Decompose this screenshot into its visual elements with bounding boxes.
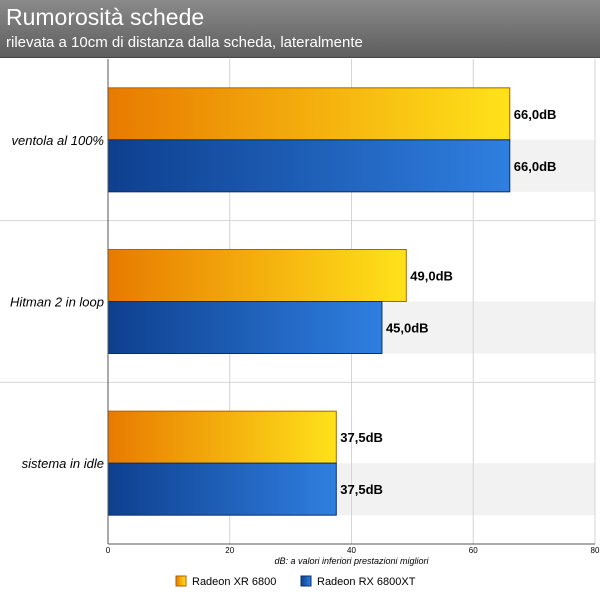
data-label: 49,0dB [410, 269, 453, 284]
data-label: 37,5dB [340, 430, 383, 445]
bar [107, 410, 337, 464]
category-label: Hitman 2 in loop [10, 295, 104, 310]
legend-label: Radeon XR 6800 [192, 576, 276, 588]
data-label: 66,0dB [514, 159, 557, 174]
tick-label: 80 [591, 546, 600, 555]
chart-title: Rumorosità schede [6, 4, 205, 30]
chart-subtitle: rilevata a 10cm di distanza dalla scheda… [6, 34, 363, 51]
category-label: ventola al 100% [11, 133, 104, 148]
chart-header: Rumorosità schede rilevata a 10cm di dis… [0, 0, 600, 58]
data-label: 45,0dB [386, 321, 429, 336]
bar [107, 462, 337, 516]
legend-label: Radeon RX 6800XT [317, 576, 416, 588]
legend-swatch [300, 575, 312, 587]
tick-label: 60 [469, 546, 478, 555]
x-axis-label: dB: a valori inferiori prestazioni migli… [274, 556, 429, 566]
tick-label: 20 [225, 546, 234, 555]
data-label: 66,0dB [514, 107, 557, 122]
tick-label: 0 [106, 546, 111, 555]
tick-label: 40 [347, 546, 356, 555]
bar [107, 301, 383, 354]
bar [107, 87, 511, 141]
bar [107, 139, 511, 193]
category-label: sistema in idle [22, 456, 104, 471]
bar [107, 249, 407, 302]
legend-swatch [175, 575, 187, 587]
data-label: 37,5dB [340, 482, 383, 497]
